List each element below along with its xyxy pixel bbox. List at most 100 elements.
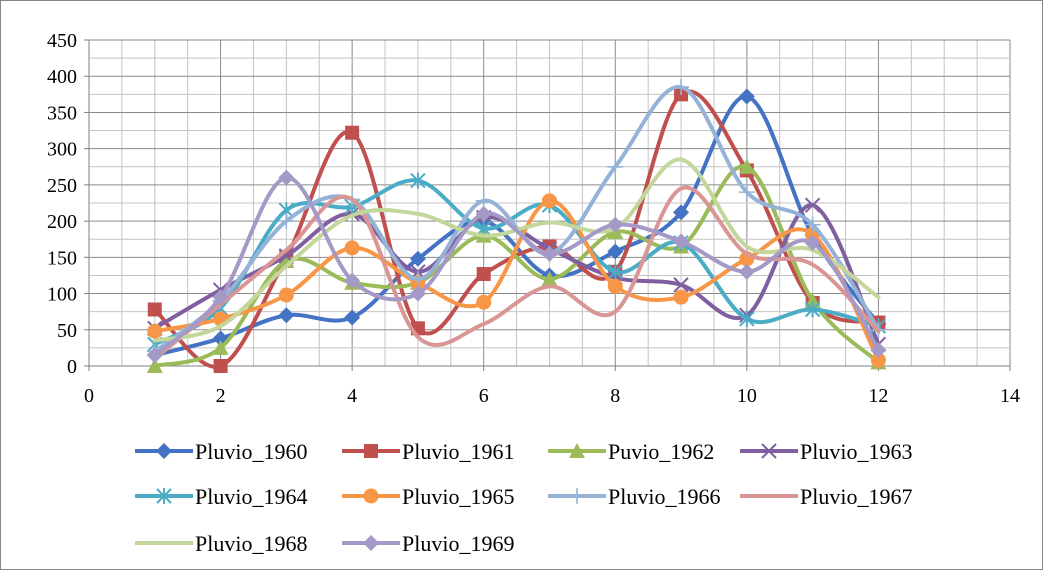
legend-marker — [363, 488, 379, 504]
data-point — [409, 250, 426, 267]
axes: 0 50 100 150 200 250 300 350 400 450 0 2 4 6 8 10 12 14 — [47, 30, 1020, 407]
data-point — [147, 302, 162, 317]
legend-label: Pluvio_1963 — [800, 439, 912, 464]
legend-marker — [569, 443, 585, 458]
x-tick-label: 14 — [1000, 385, 1020, 407]
data-point — [409, 271, 426, 288]
x-tick-label: 0 — [84, 385, 94, 407]
data-point — [542, 193, 557, 209]
x-tick-label: 8 — [610, 385, 620, 407]
series-pluvio-1969 — [146, 169, 887, 364]
data-point — [738, 263, 755, 280]
series-pluvio-1968 — [152, 157, 881, 343]
data-point — [607, 216, 624, 233]
legend-marker — [156, 443, 172, 459]
data-point — [541, 245, 558, 262]
y-tick-label: 250 — [47, 175, 77, 197]
data-point — [344, 240, 360, 256]
data-point — [804, 234, 821, 251]
data-point — [344, 309, 361, 326]
legend-entry: Pluvio_1966 — [548, 484, 720, 509]
legend-label: Pluvio_1961 — [402, 439, 514, 464]
legend-entry: Pluvio_1964 — [135, 484, 307, 509]
series-line — [152, 185, 881, 361]
data-point — [278, 213, 295, 230]
series-pluvio-1967 — [152, 185, 881, 361]
y-tick-label: 100 — [47, 284, 77, 306]
series-line — [152, 175, 881, 358]
data-point — [344, 272, 361, 289]
legend-entry: Pluvio_1963 — [740, 439, 912, 464]
data-point — [738, 158, 755, 174]
legend-entry: Pluvio_1960 — [135, 439, 307, 464]
data-point — [870, 352, 886, 368]
legend-label: Pluvio_1964 — [195, 484, 307, 509]
data-point — [738, 184, 755, 201]
legend-entry: Puvio_1962 — [548, 439, 714, 464]
y-tick-label: 0 — [67, 356, 77, 378]
x-tick-label: 6 — [479, 385, 489, 407]
legend-entry: Pluvio_1969 — [342, 531, 514, 556]
data-point — [212, 339, 229, 355]
legend-marker — [569, 488, 585, 504]
x-tick-label: 12 — [868, 385, 888, 407]
data-point — [607, 278, 623, 294]
y-tick-label: 200 — [47, 211, 77, 233]
data-point — [146, 347, 163, 364]
data-point — [673, 277, 689, 293]
x-tick-label: 10 — [737, 385, 757, 407]
data-point — [476, 266, 491, 281]
data-point — [278, 307, 295, 324]
y-tick-label: 450 — [47, 30, 77, 52]
y-tick-label: 50 — [57, 320, 77, 342]
legend-label: Pluvio_1966 — [608, 484, 720, 509]
data-point — [673, 204, 690, 221]
legend-label: Pluvio_1965 — [402, 484, 514, 509]
data-point — [475, 205, 492, 222]
legend-label: Pluvio_1967 — [800, 484, 912, 509]
x-tick-label: 2 — [216, 385, 226, 407]
data-point — [673, 79, 690, 96]
y-tick-label: 150 — [47, 247, 77, 269]
data-point — [278, 169, 295, 186]
data-point — [870, 342, 887, 359]
data-point — [804, 292, 821, 308]
legend-entry: Pluvio_1961 — [342, 439, 514, 464]
data-point — [739, 310, 755, 327]
x-tick-label: 4 — [347, 385, 357, 407]
data-point — [673, 289, 689, 305]
series-layer — [146, 79, 887, 373]
legend-label: Pluvio_1969 — [402, 531, 514, 556]
data-point — [345, 125, 360, 140]
data-point — [476, 294, 492, 310]
data-point — [607, 243, 624, 260]
data-point — [804, 301, 821, 318]
data-point — [213, 359, 228, 373]
data-point — [804, 216, 821, 233]
data-point — [212, 289, 229, 306]
legend-entry: Pluvio_1967 — [740, 484, 912, 509]
data-point — [738, 88, 755, 105]
data-point — [410, 172, 426, 189]
legend-label: Pluvio_1960 — [195, 439, 307, 464]
legend: Pluvio_1960 Pluvio_1961 Puvio_1962 Pluvio_1… — [135, 439, 912, 556]
y-tick-label: 400 — [47, 66, 77, 88]
data-point — [673, 233, 690, 250]
data-point — [804, 197, 821, 213]
legend-marker — [363, 535, 379, 551]
legend-marker — [761, 443, 777, 459]
legend-label: Pluvio_1968 — [195, 531, 307, 556]
series-line — [152, 157, 881, 343]
legend-marker — [156, 488, 172, 504]
legend-label: Puvio_1962 — [608, 439, 714, 464]
data-point — [409, 285, 426, 302]
data-point — [607, 158, 624, 175]
data-point — [607, 263, 623, 280]
legend-marker — [364, 444, 378, 458]
data-point — [147, 323, 163, 339]
legend-entry: Pluvio_1965 — [342, 484, 514, 509]
data-point — [146, 358, 163, 373]
y-tick-label: 350 — [47, 102, 77, 124]
